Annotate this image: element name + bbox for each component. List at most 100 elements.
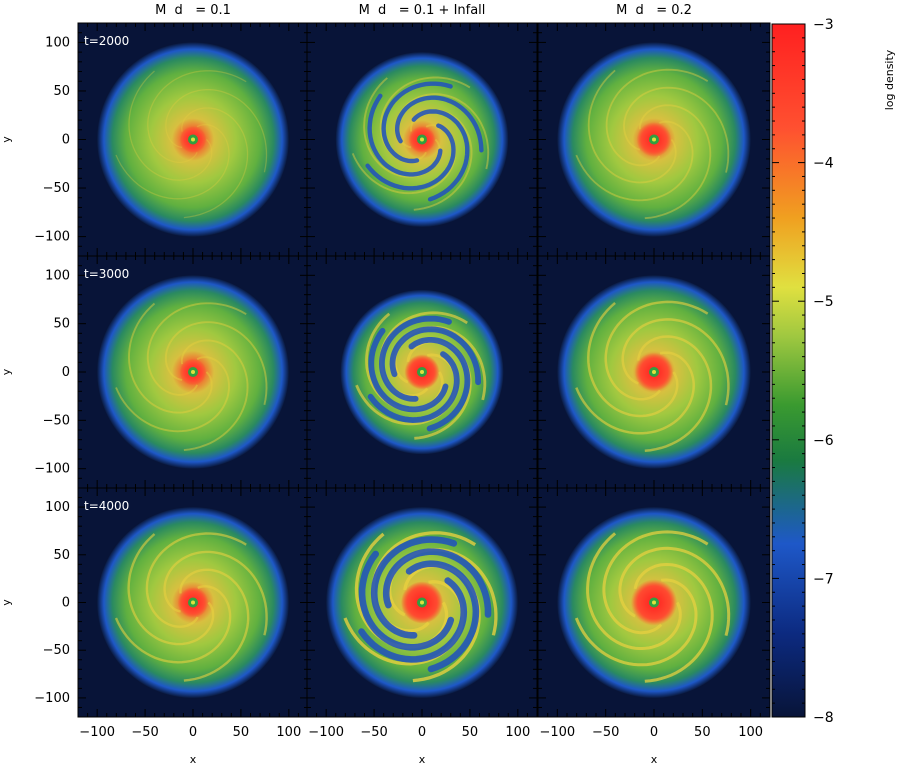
- spiral-arm: [115, 356, 230, 433]
- y-tick-label: 50: [53, 317, 70, 332]
- panel-r2-c2: [537, 487, 771, 718]
- y-tick-label: −50: [43, 643, 70, 658]
- y-tick-label: −100: [34, 230, 70, 245]
- column-titles: M d = 0.1 M d = 0.1 + Infall M d = 0.2: [155, 3, 692, 18]
- axes-group: −100 −50 0 50 100 y −100 −50 0 50 100 y −100 −50 0 50 10…: [0, 35, 763, 766]
- spiral-arm: [639, 104, 712, 220]
- central-sink-dot: [652, 600, 656, 605]
- spiral-arm: [575, 351, 695, 435]
- panel-ticks: [77, 22, 309, 257]
- y-tick-label: 100: [45, 500, 70, 515]
- spiral-arm: [163, 550, 268, 636]
- y-tick-label: 0: [62, 365, 70, 380]
- colorbar-tick-label: −3: [813, 17, 834, 33]
- gap-region: [358, 577, 468, 663]
- y-tick-label: −50: [43, 413, 70, 428]
- y-tick-label: 0: [62, 596, 70, 611]
- colorbar-label: log density: [883, 49, 896, 110]
- gap-region: [367, 351, 460, 424]
- row-time-label: t=3000: [84, 267, 129, 281]
- panel-r1-c2: [537, 255, 771, 489]
- panel-image: [335, 52, 509, 227]
- x-tick-label: −100: [539, 725, 575, 740]
- spiral-arm: [181, 107, 249, 219]
- spiral-arm: [165, 89, 268, 173]
- y-tick-label: 50: [53, 84, 70, 99]
- y-tick-label: −100: [34, 462, 70, 477]
- panel-r0-c0: t=2000: [77, 22, 309, 257]
- panel-r1-c0: t=3000: [77, 255, 309, 489]
- gap-region: [367, 93, 443, 177]
- y-tick-label: 0: [62, 133, 70, 148]
- panel-ticks: [77, 487, 309, 718]
- spiral-arm: [180, 339, 249, 452]
- gap-region: [382, 548, 492, 618]
- x-tick-label: −100: [79, 725, 115, 740]
- gap-region: [411, 109, 470, 202]
- panel-image: [557, 275, 751, 469]
- central-sink-dot: [420, 137, 424, 142]
- panel-r0-c1: [306, 22, 538, 257]
- panel-r0-c2: [537, 22, 771, 257]
- spiral-arm: [587, 301, 679, 418]
- central-sink-dot: [652, 137, 656, 142]
- colorbar-tick-label: −6: [813, 433, 834, 449]
- gap-region: [381, 81, 453, 164]
- panel-image: [97, 507, 289, 698]
- panel-r2-c0: t=4000: [77, 487, 309, 718]
- gap-region: [368, 327, 449, 413]
- spiral-arm: [179, 568, 250, 682]
- x-tick-label: −100: [308, 725, 344, 740]
- x-tick-label: 50: [694, 725, 711, 740]
- spiral-arm: [145, 532, 247, 628]
- gap-region: [378, 315, 452, 402]
- spiral-arm: [128, 70, 213, 181]
- y-tick-label: 50: [53, 548, 70, 563]
- spiral-arm: [114, 585, 232, 664]
- panel-ticks: [537, 487, 771, 718]
- y-tick-label: −50: [43, 181, 70, 196]
- gap-region: [358, 550, 455, 651]
- panel-ticks: [537, 255, 771, 489]
- y-axis-label: y: [0, 368, 13, 375]
- spiral-arm: [586, 532, 682, 650]
- spiral-arm: [604, 300, 709, 401]
- panel-r1-c1: [306, 255, 538, 489]
- panel-ticks: [306, 255, 538, 489]
- x-axis-label: x: [190, 753, 197, 766]
- x-axis-label: x: [419, 753, 426, 766]
- spiral-arm: [128, 302, 213, 414]
- panel-image: [557, 507, 751, 698]
- gap-region: [395, 95, 484, 153]
- x-tick-label: −50: [360, 725, 387, 740]
- colorbar-tick-label: −5: [813, 294, 834, 310]
- colorbar-tick-label: −7: [813, 571, 834, 587]
- colorbar-tick-label: −4: [813, 156, 834, 172]
- x-tick-label: 50: [233, 725, 250, 740]
- central-sink-dot: [191, 600, 195, 605]
- column-title: M d = 0.1 + Infall: [359, 3, 486, 18]
- x-tick-label: 100: [276, 725, 301, 740]
- central-sink-dot: [420, 370, 424, 374]
- spiral-arm: [605, 68, 709, 167]
- colorbar: −3 −4 −5 −6 −7 −8 log density: [771, 17, 896, 726]
- central-sink-dot: [191, 370, 195, 374]
- x-axis-label: x: [651, 753, 658, 766]
- x-tick-label: −50: [131, 725, 158, 740]
- x-tick-label: 100: [505, 725, 530, 740]
- central-sink-dot: [652, 370, 656, 374]
- y-tick-label: 100: [45, 268, 70, 283]
- spiral-arm: [623, 86, 730, 173]
- spiral-arm: [115, 124, 230, 200]
- x-tick-label: −50: [592, 725, 619, 740]
- spiral-arm: [575, 120, 694, 202]
- panel-r2-c1: [306, 487, 538, 718]
- column-title: M d = 0.2: [616, 3, 692, 18]
- panel-ticks: [306, 487, 538, 718]
- gap-region: [365, 123, 456, 191]
- colorbar-tick-label: −8: [813, 710, 834, 726]
- gap-region: [405, 560, 480, 673]
- spiral-arm: [146, 302, 247, 396]
- spiral-arm: [164, 321, 268, 405]
